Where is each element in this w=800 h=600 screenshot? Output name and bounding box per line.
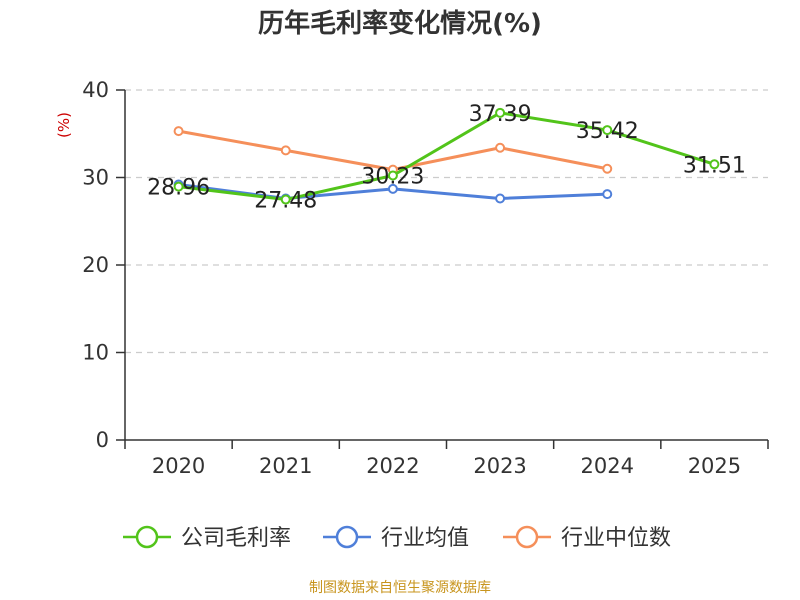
data-point: [709, 159, 720, 170]
legend-marker-0: [135, 525, 159, 549]
legend-marker-1: [335, 525, 359, 549]
legend-label-1: 行业均值: [381, 526, 469, 551]
x-tick-label: 2024: [581, 454, 634, 478]
legend-marker-2: [515, 525, 539, 549]
data-label: 31.51: [683, 153, 746, 178]
data-label: 30.23: [361, 164, 424, 189]
data-label: 27.48: [254, 189, 317, 214]
data-labels: 28.96 27.48 30.23 37.39 35.42 31.51: [147, 102, 746, 214]
x-tick-label: 2022: [366, 454, 419, 478]
data-point: [173, 126, 184, 137]
data-label: 35.42: [576, 119, 639, 144]
y-tick-label: 10: [82, 341, 109, 365]
chart-title: 历年毛利率变化情况(%): [258, 9, 542, 39]
y-tick-label: 40: [82, 78, 109, 102]
x-tick-label: 2021: [259, 454, 312, 478]
legend-label-2: 行业中位数: [561, 526, 671, 551]
data-label: 37.39: [469, 102, 532, 127]
data-point: [602, 125, 613, 136]
x-tick-label: 2023: [473, 454, 526, 478]
legend-label-0: 公司毛利率: [181, 526, 291, 551]
data-label: 28.96: [147, 176, 210, 201]
source-note: 制图数据来自恒生聚源数据库: [309, 580, 491, 596]
legend: 公司毛利率 行业均值 行业中位数: [123, 525, 671, 551]
data-point: [280, 194, 291, 205]
data-point: [602, 189, 613, 200]
data-point: [495, 107, 506, 118]
x-tick-label: 2025: [688, 454, 741, 478]
data-point: [173, 181, 184, 192]
x-tick-label: 2020: [152, 454, 205, 478]
data-point: [387, 170, 398, 181]
series-group: [173, 107, 720, 205]
data-point: [280, 145, 291, 156]
data-point: [495, 142, 506, 153]
y-axis-label: (%): [55, 112, 73, 138]
data-point: [387, 183, 398, 194]
axes: 0 10 20 30 40 2020 2021 2022 2023 2024 2025 (%): [55, 78, 769, 478]
series-line-0: [178, 111, 715, 202]
grid-lines: [125, 89, 768, 354]
data-point: [602, 163, 613, 174]
y-tick-label: 30: [82, 166, 109, 190]
data-point: [495, 193, 506, 204]
y-tick-label: 0: [96, 428, 109, 452]
y-tick-label: 20: [82, 253, 109, 277]
